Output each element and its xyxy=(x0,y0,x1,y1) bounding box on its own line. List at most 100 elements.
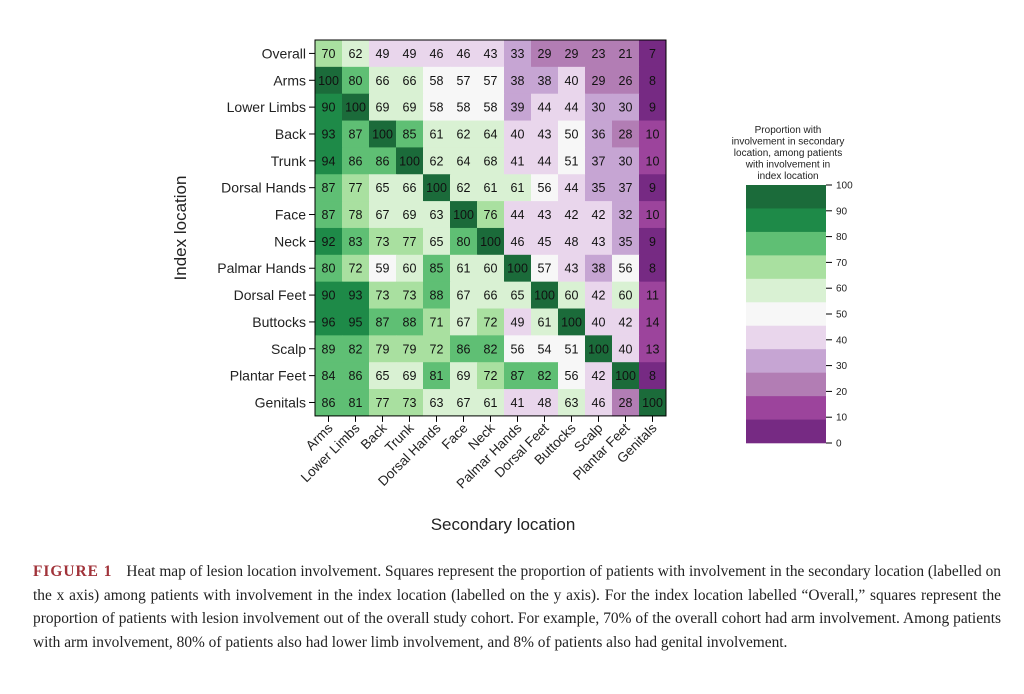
heatmap-cell xyxy=(639,201,667,229)
heatmap-cell xyxy=(558,201,586,229)
legend-swatch xyxy=(746,208,826,233)
heatmap-cell xyxy=(369,335,397,363)
heatmap-cell xyxy=(612,308,640,336)
cell-value-label: 82 xyxy=(484,342,498,356)
cell-value-label: 62 xyxy=(457,127,471,141)
cell-value-label: 9 xyxy=(649,181,656,195)
legend-title-line: involvement in secondary xyxy=(732,137,845,148)
cell-value-label: 44 xyxy=(565,101,579,115)
cell-value-label: 66 xyxy=(376,74,390,88)
heatmap-cell xyxy=(612,227,640,256)
heatmap-cell xyxy=(396,40,424,68)
legend-tick-label: 0 xyxy=(836,439,842,450)
heatmap-cell xyxy=(477,174,505,202)
cell-value-label: 69 xyxy=(403,369,417,383)
cell-value-label: 87 xyxy=(322,181,336,195)
heatmap-cell xyxy=(396,254,424,283)
cell-value-label: 59 xyxy=(376,262,390,276)
heatmap-cell xyxy=(531,227,559,256)
cell-value-label: 65 xyxy=(376,369,390,383)
cell-value-label: 61 xyxy=(484,396,498,410)
cell-value-label: 93 xyxy=(349,289,363,303)
cell-value-label: 57 xyxy=(457,74,471,88)
heatmap-cell xyxy=(612,362,640,390)
heatmap-cell xyxy=(504,40,532,68)
heatmap-cell xyxy=(423,281,451,309)
cell-value-label: 8 xyxy=(649,74,656,88)
heatmap-cell xyxy=(396,362,424,390)
cell-value-label: 61 xyxy=(538,315,552,329)
heatmap-cell xyxy=(450,93,478,122)
heatmap-cell xyxy=(639,308,667,336)
cell-value-label: 56 xyxy=(538,181,552,195)
heatmap-cell xyxy=(585,281,613,309)
heatmap-cell xyxy=(558,174,586,202)
cell-value-label: 72 xyxy=(430,342,444,356)
heatmap-cell xyxy=(531,335,559,363)
heatmap-cell xyxy=(450,281,478,309)
heatmap-cell xyxy=(504,308,532,336)
heatmap-cell xyxy=(396,174,424,202)
y-axis: Overall Arms Lower Limbs Back Trunk Dorsal Ha… xyxy=(217,45,315,410)
heatmap-cell xyxy=(477,147,505,175)
heatmap-cell xyxy=(369,389,397,417)
legend-tick-label: 90 xyxy=(836,206,848,217)
figure-caption: FIGURE 1 Heat map of lesion location invo… xyxy=(33,560,1001,654)
cell-value-label: 61 xyxy=(511,181,525,195)
heatmap-cell xyxy=(531,147,559,175)
heatmap-cell xyxy=(477,335,505,363)
heatmap-cell xyxy=(450,389,478,417)
heatmap-cell xyxy=(612,147,640,175)
cell-value-label: 76 xyxy=(484,208,498,222)
cell-value-label: 100 xyxy=(642,396,663,410)
heatmap-cell xyxy=(504,227,532,256)
heatmap-cell xyxy=(396,66,424,95)
legend-swatch xyxy=(746,396,826,420)
heatmap-cell xyxy=(639,40,667,68)
cell-value-label: 80 xyxy=(349,74,363,88)
cell-value-label: 100 xyxy=(561,315,582,329)
legend-ticks: 0 10 20 30 40 50 60 70 80 90 100 xyxy=(826,181,853,450)
cell-value-label: 63 xyxy=(430,396,444,410)
heatmap-cell xyxy=(612,201,640,229)
cell-value-label: 77 xyxy=(376,396,390,410)
heatmap-cell xyxy=(639,254,667,283)
cell-value-label: 50 xyxy=(565,127,579,141)
cell-value-label: 90 xyxy=(322,101,336,115)
heatmap-cell xyxy=(423,389,451,417)
heatmap-cell xyxy=(396,93,424,122)
heatmap-cell xyxy=(423,201,451,229)
cell-value-label: 82 xyxy=(349,342,363,356)
cell-value-label: 66 xyxy=(403,181,417,195)
heatmap-cell xyxy=(585,227,613,256)
heatmap-cell xyxy=(558,254,586,283)
heatmap-cell xyxy=(531,93,559,122)
cell-value-label: 9 xyxy=(649,101,656,115)
heatmap-cell xyxy=(477,308,505,336)
heatmap-cell xyxy=(423,174,451,202)
heatmap-cell xyxy=(396,227,424,256)
heatmap-cell xyxy=(531,174,559,202)
cell-value-label: 81 xyxy=(430,369,444,383)
cell-value-label: 49 xyxy=(403,47,417,61)
cell-value-label: 44 xyxy=(538,101,552,115)
cell-value-label: 80 xyxy=(457,235,471,249)
heatmap-cell xyxy=(423,308,451,336)
heatmap-cell xyxy=(315,147,343,175)
cell-value-label: 100 xyxy=(426,181,447,195)
y-tick-label: Genitals xyxy=(255,394,306,410)
y-tick-label: Trunk xyxy=(271,153,307,169)
heatmap-cell xyxy=(531,66,559,95)
cell-value-label: 73 xyxy=(403,396,417,410)
cell-value-label: 43 xyxy=(592,235,606,249)
heatmap-cell xyxy=(423,93,451,122)
heatmap-cell xyxy=(450,40,478,68)
cell-value-label: 84 xyxy=(322,369,336,383)
cell-value-label: 61 xyxy=(430,127,444,141)
cell-value-label: 13 xyxy=(646,342,660,356)
cell-value-label: 64 xyxy=(457,154,471,168)
cell-value-label: 45 xyxy=(538,235,552,249)
heatmap-cell xyxy=(639,120,667,148)
heatmap-cell xyxy=(369,227,397,256)
cell-value-label: 58 xyxy=(430,101,444,115)
